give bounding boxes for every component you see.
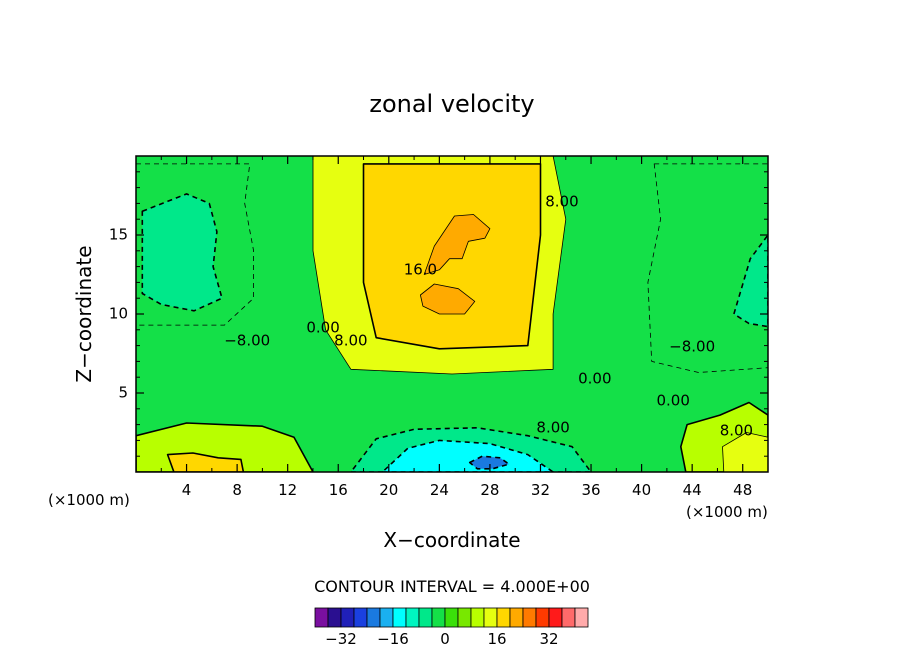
x-unit-right: (×1000 m) <box>686 503 768 521</box>
contour-region-lower-center-deepest <box>468 455 510 470</box>
contour-region-upper-left-neg-core <box>141 193 223 312</box>
colorbar-swatch <box>314 607 329 628</box>
colorbar-swatch <box>418 607 433 628</box>
colorbar-swatch <box>483 607 498 628</box>
colorbar-swatch <box>561 607 576 628</box>
y-tick-label: 5 <box>118 384 128 402</box>
x-tick-label: 4 <box>182 481 192 499</box>
x-tick-label: 8 <box>232 481 242 499</box>
contour-label: 8.00 <box>536 418 569 436</box>
x-tick-label: 16 <box>329 481 348 499</box>
colorbar-tick-label: 0 <box>440 630 450 648</box>
contour-label: 0.00 <box>578 369 611 387</box>
x-tick-label: 40 <box>632 481 651 499</box>
colorbar-swatch <box>366 607 381 628</box>
contour-label: 8.00 <box>545 192 578 210</box>
x-unit-left: (×1000 m) <box>48 491 130 509</box>
colorbar-swatch <box>509 607 524 628</box>
contour-region-peak-16-lower <box>419 283 476 315</box>
colorbar-tick-label: −32 <box>325 630 357 648</box>
colorbar-tick-label: −16 <box>377 630 409 648</box>
contour-region-right-neg <box>647 163 768 373</box>
contour-fills <box>136 156 768 472</box>
colorbar-swatch <box>444 607 459 628</box>
contour-region-lower-right-peak <box>722 432 768 472</box>
colorbar-swatch <box>340 607 355 628</box>
colorbar-swatch <box>522 607 537 628</box>
contour-label: −8.00 <box>669 338 715 356</box>
colorbar-swatch <box>535 607 550 628</box>
colorbar-swatch <box>548 607 563 628</box>
contour-region-right-neg-core <box>733 234 768 328</box>
y-tick-label: 15 <box>109 226 128 244</box>
contour-labels: 16.08.000.008.00−8.000.000.00−8.008.00 8.… <box>224 192 753 439</box>
x-axis-ticks: 4 8 12 16 20 24 28 32 36 40 44 48 <box>160 156 752 499</box>
x-tick-label: 32 <box>531 481 550 499</box>
colorbar-swatch <box>496 607 511 628</box>
colorbar-swatch <box>327 607 342 628</box>
y-axis-ticks: 5 10 15 <box>109 171 768 457</box>
x-tick-label: 20 <box>379 481 398 499</box>
contour-label: −8.00 <box>224 331 270 349</box>
x-tick-label: 48 <box>733 481 752 499</box>
colorbar-swatch <box>353 607 368 628</box>
x-tick-label: 28 <box>480 481 499 499</box>
colorbar: −32 −16 0 16 32 <box>314 607 589 648</box>
colorbar-swatch <box>470 607 485 628</box>
chart-title: zonal velocity <box>369 90 534 118</box>
colorbar-swatch <box>379 607 394 628</box>
colorbar-tick-label: 16 <box>487 630 506 648</box>
colorbar-swatch <box>405 607 420 628</box>
contour-region-peak-16 <box>423 214 491 275</box>
colorbar-tick-label: 32 <box>539 630 558 648</box>
colorbar-swatch <box>574 607 589 628</box>
contour-label: 8.00 <box>720 421 753 439</box>
contour-label: 0.00 <box>306 319 339 337</box>
colorbar-swatch <box>457 607 472 628</box>
contour-label: 16.0 <box>404 260 437 278</box>
x-tick-label: 36 <box>581 481 600 499</box>
colorbar-swatch <box>431 607 446 628</box>
y-tick-label: 10 <box>109 305 128 323</box>
x-tick-label: 12 <box>278 481 297 499</box>
contour-interval-note: CONTOUR INTERVAL = 4.000E+00 <box>314 577 590 596</box>
contour-region-lower-center-core <box>381 439 554 472</box>
x-axis-label: X−coordinate <box>383 528 520 552</box>
contour-label: 8.00 <box>334 331 367 349</box>
contour-label: 0.00 <box>656 391 689 409</box>
x-tick-label: 24 <box>430 481 449 499</box>
y-axis-label: Z−coordinate <box>72 245 96 382</box>
x-tick-label: 44 <box>683 481 702 499</box>
colorbar-swatch <box>392 607 407 628</box>
